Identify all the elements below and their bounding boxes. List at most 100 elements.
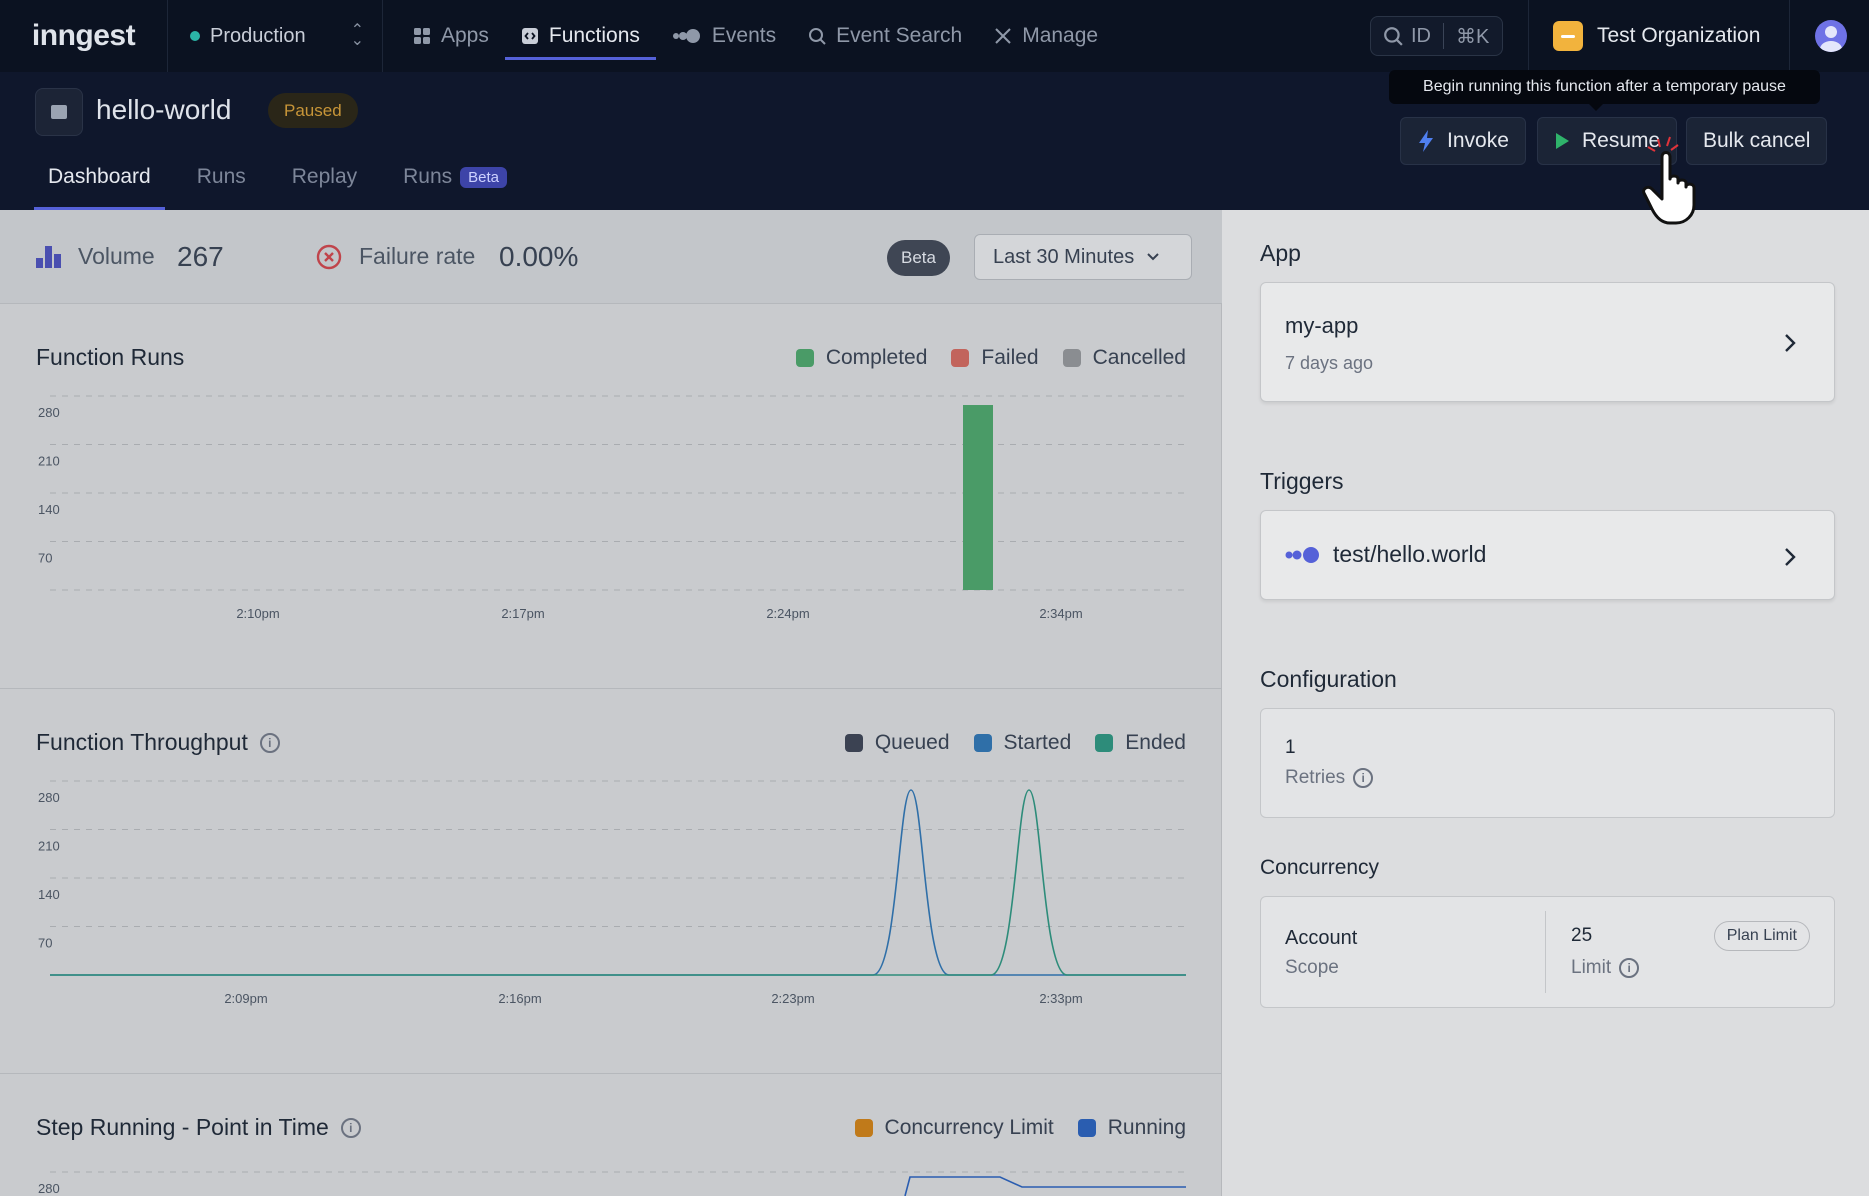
y-tick-label: 280: [38, 1181, 60, 1196]
beta-badge: Beta: [460, 166, 508, 188]
bulk-cancel-button[interactable]: Bulk cancel: [1686, 117, 1828, 165]
legend-started[interactable]: Started: [973, 731, 1072, 755]
trigger-card[interactable]: test/hello.world: [1260, 510, 1835, 600]
function-icon: [35, 88, 83, 136]
invoke-button[interactable]: Invoke: [1400, 117, 1526, 165]
nav-manage-label: Manage: [1022, 24, 1099, 47]
legend-swatch: [854, 1119, 873, 1137]
limit-value: 25: [1571, 925, 1593, 946]
function-throughput-chart: 70 140 210 280 2:09pm 2:16pm 2:23pm 2:33pm: [38, 780, 1186, 1006]
legend-swatch: [1062, 349, 1081, 367]
organization-switcher[interactable]: Test Organization: [1528, 0, 1790, 72]
function-throughput-title-text: Function Throughput: [36, 729, 248, 755]
volume-label: Volume: [78, 243, 155, 269]
nav-functions[interactable]: Functions: [504, 0, 656, 72]
retries-label: Retries: [1285, 767, 1346, 788]
stats-bar: Volume 267 Failure rate 0.00% Beta Last …: [0, 210, 1222, 304]
divider: [1443, 23, 1444, 49]
chevron-down-icon: [1147, 253, 1159, 261]
legend-queued[interactable]: Queued: [844, 731, 950, 755]
y-tick-label: 210: [38, 839, 60, 854]
search-id-label: ID: [1411, 24, 1431, 47]
tab-dashboard[interactable]: Dashboard: [34, 144, 165, 210]
legend-concurrency-limit[interactable]: Concurrency Limit: [854, 1116, 1054, 1140]
time-range-value: Last 30 Minutes: [993, 245, 1135, 268]
x-tick-label: 2:16pm: [498, 991, 541, 1006]
x-tick-label: 2:34pm: [1039, 606, 1082, 621]
configuration-section-label: Configuration: [1260, 666, 1397, 692]
concurrency-section-label: Concurrency: [1260, 856, 1380, 879]
legend-completed[interactable]: Completed: [795, 346, 928, 370]
search-icon: [809, 28, 826, 45]
line-running: [904, 1176, 1186, 1196]
tools-icon: [995, 28, 1011, 44]
x-tick-label: 2:10pm: [236, 606, 279, 621]
x-tick-label: 2:09pm: [224, 991, 267, 1006]
user-avatar[interactable]: [1815, 20, 1847, 52]
legend-cancelled[interactable]: Cancelled: [1062, 346, 1186, 370]
nav-functions-label: Functions: [548, 24, 640, 47]
legend-label: Completed: [825, 346, 928, 369]
scope-value: Account: [1285, 927, 1358, 949]
legend-label: Ended: [1125, 731, 1186, 754]
legend-running[interactable]: Running: [1077, 1116, 1186, 1140]
tab-runs[interactable]: Runs: [196, 165, 246, 188]
bar-completed: [963, 405, 993, 590]
top-navbar: inngest Production ⌃ ⌄ Apps Functions Eve…: [0, 0, 1869, 72]
legend-label: Running: [1107, 1116, 1186, 1139]
pointer-cursor-icon: [1642, 136, 1696, 225]
shortcut-hint: ⌘K: [1456, 25, 1490, 48]
legend-swatch: [1077, 1119, 1096, 1137]
concurrency-card: Account Scope 25 Limit i Plan Limit: [1260, 896, 1835, 1008]
events-icon: [1285, 547, 1319, 563]
beta-badge: Beta: [887, 240, 950, 276]
function-title: hello-world: [96, 94, 232, 125]
function-runs-chart: 70 140 210 280 2:10pm 2:17pm 2:24pm 2:34pm: [38, 395, 1186, 621]
function-details-panel: App my-app 7 days ago Triggers test/hell…: [1222, 210, 1869, 1196]
legend-swatch: [973, 734, 992, 752]
info-icon[interactable]: i: [340, 1117, 361, 1138]
time-range-select[interactable]: Last 30 Minutes: [974, 234, 1192, 280]
legend-failed[interactable]: Failed: [951, 346, 1039, 370]
x-tick-label: 2:23pm: [771, 991, 814, 1006]
nav-manage[interactable]: Manage: [978, 0, 1114, 72]
legend-ended[interactable]: Ended: [1095, 731, 1186, 755]
info-icon[interactable]: i: [259, 732, 280, 753]
y-tick-label: 70: [38, 936, 52, 951]
logo[interactable]: inngest: [0, 0, 168, 72]
quick-search-button[interactable]: ID ⌘K: [1370, 16, 1503, 56]
scope-label: Scope: [1285, 957, 1339, 978]
organization-logo-icon: [1553, 21, 1583, 51]
triggers-section-label: Triggers: [1260, 468, 1344, 494]
step-running-legend: Concurrency Limit Running: [854, 1116, 1186, 1140]
legend-label: Started: [1003, 731, 1072, 754]
x-tick-label: 2:33pm: [1039, 991, 1082, 1006]
status-badge: Paused: [268, 93, 358, 128]
resume-button[interactable]: Resume: [1537, 117, 1678, 165]
nav-events[interactable]: Events: [656, 0, 792, 72]
app-updated-time: 7 days ago: [1285, 353, 1374, 373]
retries-value: 1: [1285, 737, 1296, 758]
environment-status-dot: [190, 31, 200, 41]
grid-icon: [414, 28, 430, 44]
tab-replay[interactable]: Replay: [291, 165, 358, 188]
trigger-event-name: test/hello.world: [1333, 541, 1487, 567]
legend-label: Cancelled: [1092, 346, 1186, 369]
info-icon[interactable]: i: [1353, 768, 1374, 788]
y-tick-label: 280: [38, 405, 60, 420]
info-icon[interactable]: i: [1619, 958, 1640, 978]
nav-event-search[interactable]: Event Search: [792, 0, 978, 72]
retries-card: 1 Retries i: [1260, 708, 1835, 818]
nav-event-search-label: Event Search: [836, 24, 963, 47]
function-runs-section: Function Runs Completed Failed Cancelled…: [0, 304, 1222, 689]
nav-apps-label: Apps: [441, 24, 489, 47]
nav-apps[interactable]: Apps: [397, 0, 505, 72]
limit-label-row: Limit i: [1571, 957, 1640, 979]
app-card[interactable]: my-app 7 days ago: [1260, 282, 1835, 402]
tab-runs-beta[interactable]: Runs Beta: [389, 144, 521, 210]
environment-switcher[interactable]: Production ⌃ ⌄: [168, 0, 383, 72]
legend-label: Queued: [874, 731, 950, 754]
x-tick-label: 2:17pm: [501, 606, 544, 621]
resume-label: Resume: [1582, 129, 1661, 152]
bulk-cancel-label: Bulk cancel: [1703, 129, 1811, 152]
